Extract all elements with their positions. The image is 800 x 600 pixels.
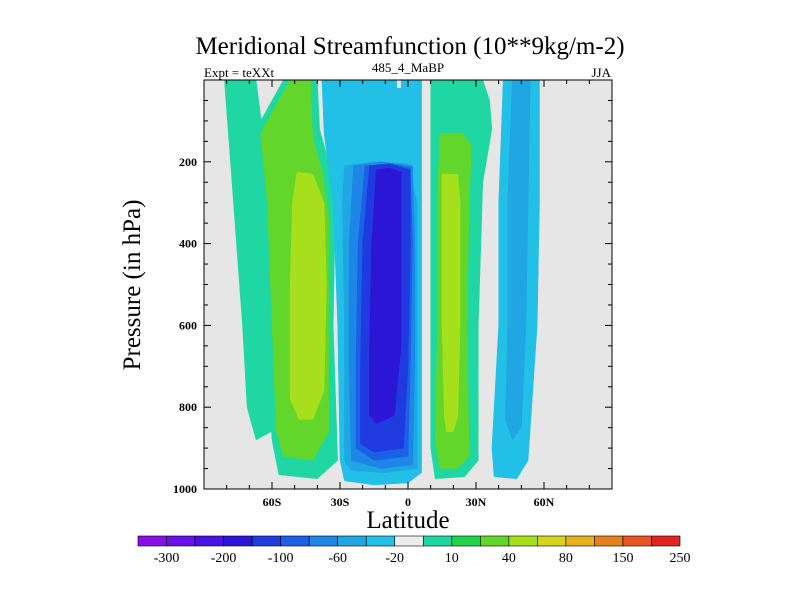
y-axis-label: Pressure (in hPa) — [119, 200, 146, 371]
x-tick-label: 0 — [405, 495, 411, 509]
colorbar-swatch — [422, 535, 453, 547]
colorbar-label: -60 — [328, 551, 347, 566]
y-tick-label: 400 — [179, 237, 197, 251]
subtitle-center: 485_4_MaBP — [372, 60, 444, 75]
colorbar-swatch — [223, 535, 253, 547]
chart-title: Meridional Streamfunction (10**9kg/m-2) — [195, 33, 624, 60]
colorbar-swatch — [622, 535, 652, 547]
y-tick-label: 800 — [179, 400, 197, 414]
x-tick-label: 30N — [466, 495, 487, 509]
colorbar-label: -200 — [211, 551, 237, 566]
colorbar-swatch — [537, 535, 567, 547]
colorbar-swatch — [337, 535, 367, 547]
colorbar: -300 -200 -100 -60 -20 10 40 80 150 250 — [137, 535, 691, 566]
axis-ticks: 60S 30S 0 30N 60N 200 400 600 800 1000 — [173, 80, 612, 509]
subtitle-right: JJA — [591, 65, 611, 80]
colorbar-swatch — [280, 535, 310, 547]
y-tick-label: 1000 — [173, 482, 197, 496]
colorbar-label: 10 — [445, 551, 459, 566]
colorbar-swatch — [308, 535, 338, 547]
colorbar-label: -20 — [385, 551, 404, 566]
colorbar-swatch — [508, 535, 538, 547]
colorbar-swatch — [137, 535, 167, 547]
x-tick-label: 30S — [331, 495, 350, 509]
colorbar-swatch — [480, 535, 510, 547]
y-tick-label: 200 — [179, 155, 197, 169]
x-tick-label: 60N — [534, 495, 555, 509]
contour-region — [369, 167, 402, 424]
colorbar-swatch — [451, 535, 481, 547]
colorbar-label: 150 — [612, 551, 633, 566]
colorbar-label: 250 — [670, 551, 691, 566]
colorbar-swatch — [394, 535, 424, 547]
colorbar-swatch — [565, 535, 595, 547]
contour-region — [289, 171, 327, 420]
colorbar-swatch — [251, 535, 281, 547]
colorbar-swatch — [651, 535, 681, 547]
y-tick-label: 600 — [179, 318, 197, 332]
contour-region — [505, 80, 531, 441]
subtitle-left: Expt = teXXt — [204, 65, 275, 80]
x-tick-label: 60S — [263, 495, 282, 509]
colorbar-swatch — [166, 535, 196, 547]
colorbar-swatch — [365, 535, 396, 547]
x-axis-label: Latitude — [366, 507, 449, 534]
colorbar-label: -100 — [268, 551, 294, 566]
colorbar-label: 40 — [502, 551, 516, 566]
colorbar-label: 80 — [559, 551, 573, 566]
colorbar-swatch — [594, 535, 624, 547]
colorbar-swatch — [194, 535, 224, 547]
colorbar-label: -300 — [154, 551, 180, 566]
plot-area — [203, 79, 613, 490]
contour-region — [441, 173, 461, 432]
